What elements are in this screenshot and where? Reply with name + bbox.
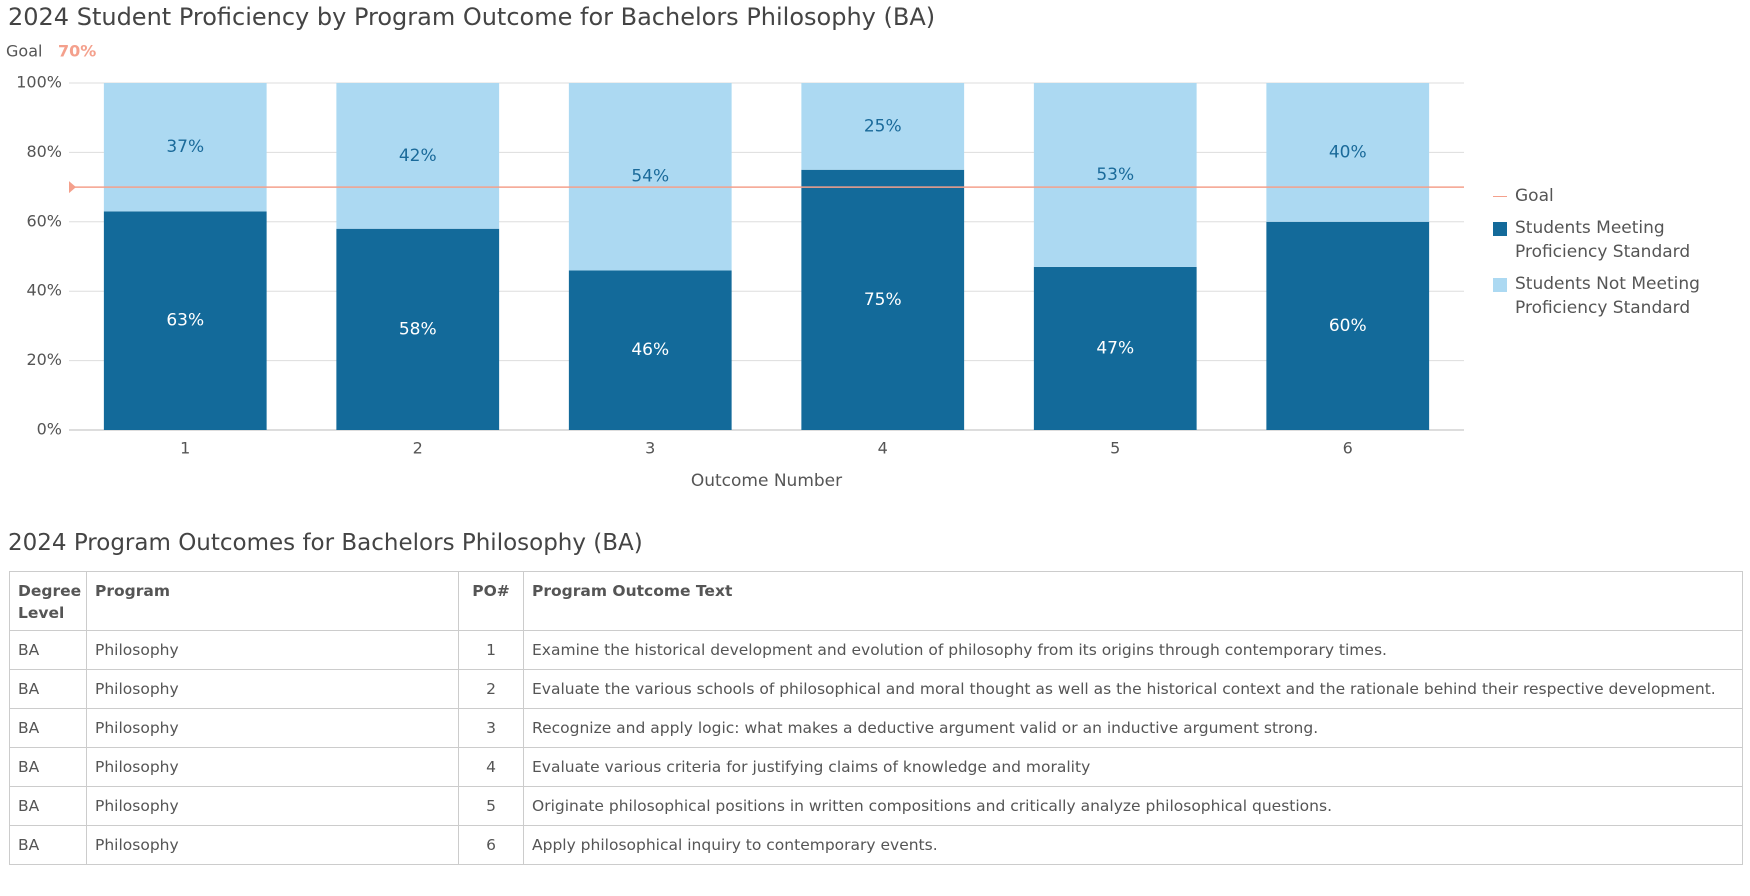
table-cell: 2 xyxy=(458,669,524,709)
legend-item: Goal xyxy=(1493,184,1733,208)
y-tick-label: 40% xyxy=(26,281,62,300)
table-cell: BA xyxy=(9,825,87,865)
x-tick-label: 1 xyxy=(180,439,190,458)
x-tick-label: 4 xyxy=(878,439,888,458)
bar-segment xyxy=(1033,266,1197,430)
table-cell: BA xyxy=(9,747,87,787)
legend-item: Students Not Meeting Proficiency Standar… xyxy=(1493,272,1733,320)
table-cell: Recognize and apply logic: what makes a … xyxy=(523,708,1743,748)
x-tick-label: 2 xyxy=(413,439,423,458)
table-cell: 5 xyxy=(458,786,524,826)
y-tick-label: 20% xyxy=(26,350,62,369)
data-label: 54% xyxy=(631,167,669,187)
x-tick-label: 6 xyxy=(1343,439,1353,458)
legend-item: Students Meeting Proficiency Standard xyxy=(1493,216,1733,264)
data-label: 75% xyxy=(864,290,902,310)
bar-segment xyxy=(801,169,965,430)
table-cell: Originate philosophical positions in wri… xyxy=(523,786,1743,826)
y-tick-label: 0% xyxy=(37,420,62,439)
table-cell: BA xyxy=(9,669,87,709)
bar-segment xyxy=(1033,83,1197,267)
table-row: BA Philosophy 4 Evaluate various criteria f… xyxy=(9,747,1743,787)
data-label: 37% xyxy=(166,137,204,157)
legend-swatch xyxy=(1493,196,1507,197)
table-cell: Philosophy xyxy=(86,786,459,826)
table-cell: 6 xyxy=(458,825,524,865)
table-cell: Philosophy xyxy=(86,669,459,709)
x-axis-title: Outcome Number xyxy=(691,471,842,491)
data-label: 53% xyxy=(1096,165,1134,185)
bar-segment xyxy=(336,83,500,229)
table-cell: Evaluate the various schools of philosop… xyxy=(523,669,1743,709)
x-tick-label: 5 xyxy=(1110,439,1120,458)
y-tick-label: 60% xyxy=(26,211,62,230)
goal-caption: Goal xyxy=(6,42,42,61)
bar-segment xyxy=(103,83,267,212)
table-cell: 4 xyxy=(458,747,524,787)
table-row: BA Philosophy 6 Apply philosophical inquiry… xyxy=(9,825,1743,865)
data-label: 58% xyxy=(399,319,437,339)
x-tick-label: 3 xyxy=(645,439,655,458)
outcomes-table: Degree Level Program PO# Program Outcome Te… xyxy=(9,571,1743,865)
chart-title: 2024 Student Proficiency by Program Outc… xyxy=(8,3,935,31)
legend-label: Students Not Meeting Proficiency Standar… xyxy=(1515,274,1700,318)
legend-label: Students Meeting Proficiency Standard xyxy=(1515,218,1691,262)
table-cell: BA xyxy=(9,786,87,826)
bar-segment xyxy=(336,228,500,430)
data-label: 25% xyxy=(864,116,902,136)
table-cell: BA xyxy=(9,630,87,670)
data-label: 60% xyxy=(1329,316,1367,336)
column-header: PO# xyxy=(458,571,524,631)
data-label: 47% xyxy=(1096,338,1134,358)
table-cell: Examine the historical development and e… xyxy=(523,630,1743,670)
column-header: Program xyxy=(86,571,459,631)
table-title: 2024 Program Outcomes for Bachelors Phil… xyxy=(8,530,643,556)
legend-swatch xyxy=(1493,278,1507,292)
legend-label: Goal xyxy=(1515,186,1554,206)
table-row: BA Philosophy 2 Evaluate the various school… xyxy=(9,669,1743,709)
legend: Goal Students Meeting Proficiency Standar… xyxy=(1493,184,1733,328)
goal-value: 70% xyxy=(58,42,96,61)
goal-marker xyxy=(69,181,76,194)
data-label: 46% xyxy=(631,340,669,360)
header-row: Degree Level Program PO# Program Outcome Te… xyxy=(9,571,1743,631)
bar-segment xyxy=(568,83,732,271)
bar-segment xyxy=(568,270,732,430)
bar-segment xyxy=(1266,221,1430,430)
table-cell: BA xyxy=(9,708,87,748)
table-cell: Philosophy xyxy=(86,630,459,670)
data-label: 42% xyxy=(399,146,437,166)
bar-segment xyxy=(103,211,267,430)
bar-segment xyxy=(1266,83,1430,222)
bar-segment xyxy=(801,83,965,170)
table-row: BA Philosophy 3 Recognize and apply logic: … xyxy=(9,708,1743,748)
table-cell: 3 xyxy=(458,708,524,748)
y-tick-label: 100% xyxy=(16,73,62,92)
table-cell: Philosophy xyxy=(86,825,459,865)
column-header: Degree Level xyxy=(9,571,87,631)
legend-swatch xyxy=(1493,222,1507,236)
table-cell: 1 xyxy=(458,630,524,670)
table-cell: Philosophy xyxy=(86,708,459,748)
table-cell: Apply philosophical inquiry to contempor… xyxy=(523,825,1743,865)
table-cell: Evaluate various criteria for justifying… xyxy=(523,747,1743,787)
data-label: 63% xyxy=(166,311,204,331)
data-label: 40% xyxy=(1329,142,1367,162)
chart: 2024 Student Proficiency by Program Outc… xyxy=(6,3,1464,491)
table-cell: Philosophy xyxy=(86,747,459,787)
column-header: Program Outcome Text xyxy=(523,571,1743,631)
table-row: BA Philosophy 1 Examine the historical deve… xyxy=(9,630,1743,670)
y-tick-label: 80% xyxy=(26,142,62,161)
table-row: BA Philosophy 5 Originate philosophical pos… xyxy=(9,786,1743,826)
